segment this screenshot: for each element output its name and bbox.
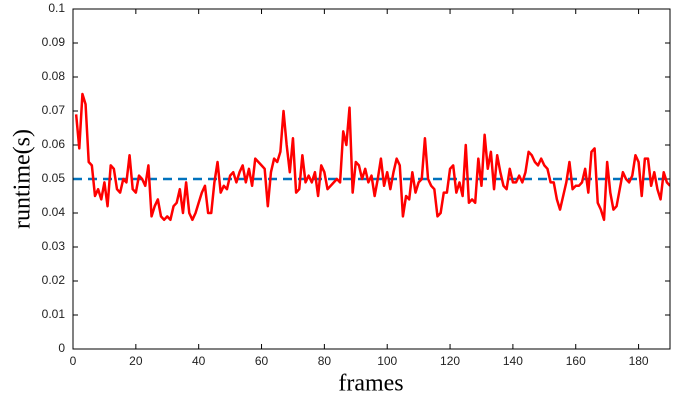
x-tick-label: 180 [629,354,649,368]
y-tick-label: 0.05 [42,171,66,185]
x-tick-label: 120 [440,354,460,368]
x-tick-label: 20 [129,354,143,368]
y-tick-label: 0.09 [42,35,66,49]
x-tick-label: 40 [192,354,206,368]
y-tick-label: 0.08 [42,69,66,83]
x-tick-label: 140 [503,354,523,368]
x-tick-label: 80 [318,354,332,368]
x-axis-title: frames [338,371,403,397]
x-tick-label: 100 [377,354,397,368]
y-tick-label: 0.1 [48,1,65,15]
plot-area [73,92,670,222]
y-tick-label: 0 [58,341,65,355]
plot-frame [72,8,671,350]
y-tick-label: 0.02 [42,273,66,287]
data-line [74,92,670,222]
y-tick-label: 0.03 [42,239,66,253]
y-axis-title: runtime(s) [10,129,36,229]
x-tick-label: 0 [70,354,77,368]
y-tick-label: 0.07 [42,103,66,117]
x-tick-label: 60 [255,354,269,368]
y-tick-label: 0.06 [42,137,66,151]
y-tick-label: 0.04 [42,205,66,219]
x-tick-label: 160 [566,354,586,368]
y-tick-label: 0.01 [42,307,66,321]
